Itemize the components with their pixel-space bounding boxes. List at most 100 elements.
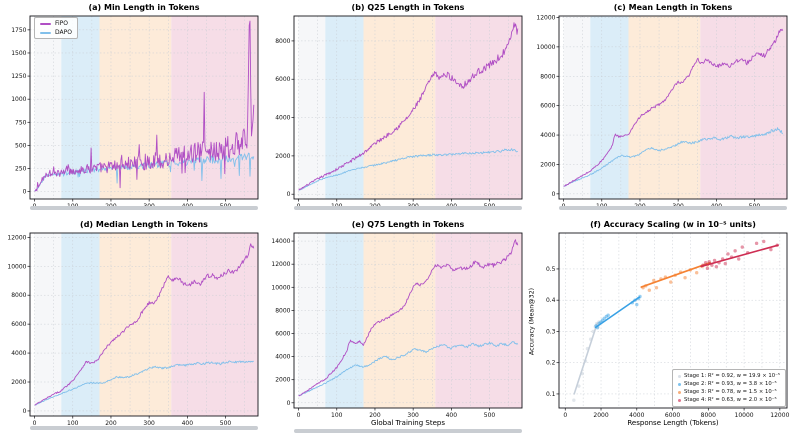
svg-text:0: 0 <box>552 191 556 198</box>
svg-text:6000: 6000 <box>540 103 555 110</box>
svg-text:400: 400 <box>182 420 194 427</box>
svg-text:4000: 4000 <box>629 412 644 419</box>
stage-bands <box>563 16 787 199</box>
stage-group-stage-2 <box>594 294 642 330</box>
svg-text:0: 0 <box>23 189 27 196</box>
svg-text:8000: 8000 <box>540 73 555 80</box>
legend-item-stage3: Stage 3: R² = 0.78, w = 1.5 × 10⁻⁵ <box>678 389 780 395</box>
svg-text:300: 300 <box>407 412 419 419</box>
svg-text:0.3: 0.3 <box>546 328 556 335</box>
stage3-dot <box>678 390 681 394</box>
tick-labels: 0 2000 4000 6000 8000 10000 12000 0.1 0.2 0.3 0.4 0… <box>546 266 790 419</box>
axes-frame <box>558 15 788 200</box>
tick-labels: 0 100 200 300 400 500 0 2000 4000 6000 8000 10000 12… <box>271 238 495 419</box>
subplot-f-title: (f) Accuracy Scaling (w in 10⁻⁵ units) <box>590 220 756 229</box>
svg-text:300: 300 <box>143 420 155 427</box>
axes-frame <box>29 232 259 417</box>
svg-text:100: 100 <box>331 412 343 419</box>
x-axis-label: Global Training Steps <box>371 419 445 427</box>
svg-text:6000: 6000 <box>665 412 680 419</box>
svg-text:4000: 4000 <box>275 115 290 122</box>
svg-text:1750: 1750 <box>11 27 26 34</box>
subplot-median-length: (d) Median Length in Tokens 0 100 200 300 40… <box>0 217 264 434</box>
svg-text:2000: 2000 <box>275 377 290 384</box>
gridlines <box>294 233 522 408</box>
legend-item-stage2: Stage 2: R² = 0.93, w = 3.8 × 10⁻⁵ <box>678 381 780 387</box>
svg-text:500: 500 <box>220 420 232 427</box>
stage3-legend-label: Stage 3: R² = 0.78, w = 1.5 × 10⁻⁵ <box>684 389 777 395</box>
subplot-d-plot: 0 100 200 300 400 500 0 2000 4000 6000 8000 10000 12… <box>7 232 259 427</box>
svg-text:100: 100 <box>67 420 79 427</box>
svg-text:400: 400 <box>446 412 458 419</box>
svg-text:10000: 10000 <box>271 284 290 291</box>
scrollbar-decoration <box>30 426 258 430</box>
legend-item-stage4: Stage 4: R² = 0.63, w = 2.0 × 10⁻⁵ <box>678 397 780 403</box>
tick-labels: 0 100 200 300 400 500 0 2000 4000 6000 8000 10000 12… <box>7 234 231 427</box>
svg-text:750: 750 <box>15 119 27 126</box>
svg-text:0: 0 <box>23 408 27 415</box>
series-dapo-line <box>34 360 254 406</box>
subplot-c-plot: 0100200300400500020004000600080001000012… <box>536 14 788 210</box>
svg-text:8000: 8000 <box>275 38 290 45</box>
gridlines <box>30 16 258 199</box>
legend-item-stage1: Stage 1: R² = 0.92, w = 19.9 × 10⁻⁵ <box>678 373 780 379</box>
svg-text:200: 200 <box>369 412 381 419</box>
legend-label-fipo: FiPO <box>55 20 69 27</box>
axes-frame <box>29 15 259 200</box>
svg-text:8000: 8000 <box>701 412 716 419</box>
svg-text:12000: 12000 <box>536 14 555 21</box>
svg-text:12000: 12000 <box>7 234 26 241</box>
svg-text:0: 0 <box>563 412 567 419</box>
svg-text:0.2: 0.2 <box>546 360 556 367</box>
legend-item-dapo: DAPO <box>40 29 72 36</box>
svg-text:0.1: 0.1 <box>546 391 556 398</box>
stage1-dot <box>678 374 681 378</box>
svg-text:6000: 6000 <box>11 321 26 328</box>
svg-text:2000: 2000 <box>275 153 290 160</box>
stage4-dot <box>678 398 681 402</box>
scrollbar-decoration <box>559 206 787 210</box>
svg-text:500: 500 <box>15 142 27 149</box>
axes-frame <box>293 15 523 200</box>
subplot-b-title: (b) Q25 Length in Tokens <box>351 3 465 12</box>
axes-frame <box>558 232 788 409</box>
svg-text:10000: 10000 <box>735 412 754 419</box>
svg-text:200: 200 <box>105 420 117 427</box>
stage-group-stage-4 <box>700 239 779 271</box>
svg-text:12000: 12000 <box>271 261 290 268</box>
svg-text:2000: 2000 <box>540 161 555 168</box>
subplot-mean-length: (c) Mean Length in Tokens 01002003004005… <box>529 0 793 217</box>
scrollbar-decoration <box>30 206 258 210</box>
stage2-legend-label: Stage 2: R² = 0.93, w = 3.8 × 10⁻⁵ <box>684 381 777 387</box>
svg-text:1000: 1000 <box>11 96 26 103</box>
stage-bands <box>298 233 522 408</box>
subplot-accuracy-scaling: (f) Accuracy Scaling (w in 10⁻⁵ units) 0… <box>529 217 793 434</box>
subplot-min-length: (a) Min Length in Tokens 010020030040050… <box>0 0 264 217</box>
scrollbar-decoration <box>294 206 522 210</box>
scrollbar-decoration <box>294 429 522 433</box>
subplot-d-title: (d) Median Length in Tokens <box>80 220 208 229</box>
svg-text:1250: 1250 <box>11 73 26 80</box>
x-axis-label: Response Length (Tokens) <box>627 419 719 427</box>
svg-text:500: 500 <box>484 412 496 419</box>
legend-label-dapo: DAPO <box>55 29 72 36</box>
stage-bands <box>298 16 522 199</box>
fipo-line-swatch <box>40 22 51 25</box>
svg-text:2000: 2000 <box>593 412 608 419</box>
subplot-q75-length: (e) Q75 Length in Tokens 0 100 200 300 400 50… <box>264 217 528 434</box>
series-legend: FiPO DAPO <box>34 17 78 39</box>
svg-text:4000: 4000 <box>275 354 290 361</box>
svg-text:0: 0 <box>287 191 291 198</box>
series-fipo-line <box>563 28 784 187</box>
subplot-a-plot: 0100200300400500025050075010001250150017… <box>11 15 259 210</box>
svg-text:4000: 4000 <box>11 350 26 357</box>
subplot-e-plot: 0 100 200 300 400 500 0 2000 4000 6000 8000 10000 12… <box>271 232 523 419</box>
subplot-e-title: (e) Q75 Length in Tokens <box>351 220 465 229</box>
series-dapo-line <box>563 127 784 187</box>
series-fipo-line <box>34 20 255 192</box>
series-dapo-line <box>298 341 519 396</box>
series-fipo-line <box>34 243 255 406</box>
axes-frame <box>293 232 523 409</box>
subplot-c-title: (c) Mean Length in Tokens <box>613 3 733 12</box>
